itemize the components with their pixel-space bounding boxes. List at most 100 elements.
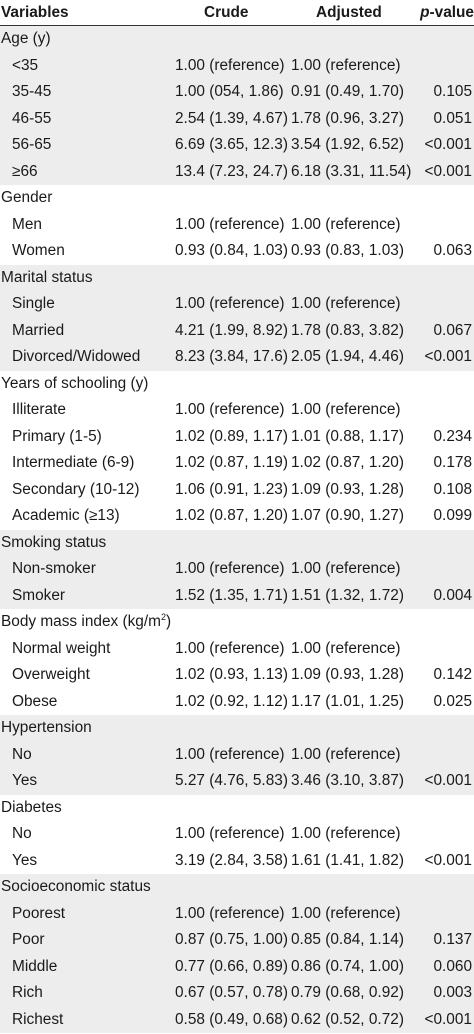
adjusted-value: 0.62 (0.52, 0.72) — [291, 1010, 404, 1028]
table-row: Poorest 1.00 (reference) 1.00 (reference) — [0, 900, 474, 927]
p-value: 0.142 — [433, 666, 472, 683]
row-label: Middle — [12, 957, 58, 975]
p-value: 0.105 — [433, 83, 472, 100]
adjusted-value: 1.00 (reference) — [291, 401, 401, 418]
adjusted-value: 1.09 (0.93, 1.28) — [291, 666, 404, 683]
p-value: 0.051 — [433, 109, 472, 127]
crude-value: 1.00 (reference) — [175, 56, 285, 74]
table-row: Normal weight 1.00 (reference) 1.00 (refer… — [0, 635, 474, 662]
group-title-text: Gender — [1, 189, 53, 206]
crude-value: 0.58 (0.49, 0.68) — [175, 1010, 288, 1028]
adjusted-value: 3.46 (3.10, 3.87) — [291, 772, 404, 789]
table-row: <35 1.00 (reference) 1.00 (reference) — [0, 52, 474, 79]
group-title: Years of schooling (y) — [1, 371, 148, 398]
row-label: Poor — [12, 931, 45, 948]
adjusted-value: 2.05 (1.94, 4.46) — [291, 348, 404, 365]
adjusted-value: 1.00 (reference) — [291, 904, 401, 922]
row-label: No — [12, 825, 32, 842]
crude-value: 1.00 (reference) — [175, 215, 285, 233]
adjusted-value: 1.00 (reference) — [291, 295, 401, 312]
row-label: ≥66 — [12, 162, 38, 180]
group-header-row: Years of schooling (y) — [0, 370, 474, 398]
p-value: 0.178 — [433, 454, 472, 471]
row-label: Men — [12, 215, 42, 233]
table-row: Yes 3.19 (2.84, 3.58) 1.61 (1.41, 1.82) <0.… — [0, 847, 474, 874]
group-title: Smoking status — [1, 530, 106, 557]
adjusted-value: 0.91 (0.49, 1.70) — [291, 83, 404, 100]
row-label: Primary (1-5) — [12, 427, 102, 445]
row-label: Rich — [12, 984, 43, 1001]
row-label: 46-55 — [12, 109, 52, 127]
group-header-row: Socioeconomic status — [0, 874, 474, 901]
adjusted-value: 1.00 (reference) — [291, 745, 401, 763]
crude-value: 0.93 (0.84, 1.03) — [175, 242, 288, 259]
row-label: Illiterate — [12, 401, 66, 418]
crude-value: 13.4 (7.23, 24.7) — [175, 162, 288, 180]
adjusted-value: 1.09 (0.93, 1.28) — [291, 480, 404, 498]
adjusted-value: 1.78 (0.83, 3.82) — [291, 321, 404, 339]
group-header-row: Hypertension — [0, 715, 474, 742]
p-value: 0.137 — [433, 931, 472, 948]
crude-value: 1.00 (reference) — [175, 639, 285, 657]
group-header-row: Gender — [0, 185, 474, 212]
adjusted-value: 1.00 (reference) — [291, 56, 401, 74]
group-title-end: ) — [165, 613, 172, 630]
row-label: Academic (≥13) — [12, 507, 120, 524]
crude-value: 0.77 (0.66, 0.89) — [175, 957, 288, 975]
group-title-text: Socioeconomic status — [1, 878, 151, 895]
group-title: Gender — [1, 185, 52, 212]
p-value: <0.001 — [424, 348, 472, 365]
crude-value: 2.54 (1.39, 4.67) — [175, 109, 288, 127]
p-value: <0.001 — [424, 1010, 472, 1028]
table-row: Poor 0.87 (0.75, 1.00) 0.85 (0.84, 1.14) 0.… — [0, 927, 474, 954]
header-variables: Variables — [1, 4, 69, 21]
crude-value: 1.02 (0.87, 1.20) — [175, 507, 288, 524]
adjusted-value: 1.51 (1.32, 1.72) — [291, 586, 404, 604]
group-title: Marital status — [1, 265, 93, 292]
row-label: Intermediate (6-9) — [12, 454, 135, 471]
crude-value: 5.27 (4.76, 5.83) — [175, 772, 288, 789]
adjusted-value: 1.00 (reference) — [291, 639, 401, 657]
adjusted-value: 1.00 (reference) — [291, 215, 401, 233]
adjusted-value: 0.93 (0.83, 1.03) — [291, 242, 404, 259]
group-header-row: Marital status — [0, 264, 474, 292]
row-label: Poorest — [12, 904, 66, 922]
group-title-superscript: 2 — [160, 611, 166, 622]
group-title-text: Hypertension — [1, 719, 92, 736]
p-value: 0.108 — [433, 480, 472, 498]
row-label: Single — [12, 295, 55, 312]
header-p-italic: p — [420, 4, 430, 21]
group-title: Socioeconomic status — [1, 874, 151, 901]
p-value: <0.001 — [424, 136, 472, 153]
table-row: Non-smoker 1.00 (reference) 1.00 (referenc… — [0, 556, 474, 583]
p-value: <0.001 — [424, 772, 472, 789]
adjusted-value: 1.78 (0.96, 3.27) — [291, 109, 404, 127]
crude-value: 6.69 (3.65, 12.3) — [175, 136, 288, 153]
adjusted-value: 1.01 (0.88, 1.17) — [291, 427, 404, 445]
group-title-text: Marital status — [1, 268, 93, 286]
group-title: Diabetes — [1, 795, 62, 822]
adjusted-value: 1.00 (reference) — [291, 560, 401, 577]
group-header-row: Age (y) — [0, 26, 474, 53]
table-row: No 1.00 (reference) 1.00 (reference) — [0, 821, 474, 848]
group-header-row: Diabetes — [0, 794, 474, 822]
crude-value: 0.87 (0.75, 1.00) — [175, 931, 288, 948]
crude-value: 1.00 (reference) — [175, 560, 285, 577]
group-header-row: Body mass index (kg/m2) — [0, 609, 474, 636]
p-value: 0.060 — [433, 957, 472, 975]
adjusted-value: 3.54 (1.92, 6.52) — [291, 136, 404, 153]
table-row: Smoker 1.52 (1.35, 1.71) 1.51 (1.32, 1.72)… — [0, 582, 474, 609]
crude-value: 1.00 (reference) — [175, 401, 285, 418]
row-label: Married — [12, 321, 65, 339]
table-row: Middle 0.77 (0.66, 0.89) 0.86 (0.74, 1.00)… — [0, 953, 474, 980]
row-label: Richest — [12, 1010, 64, 1028]
group-title-text: Age (y) — [1, 30, 51, 47]
table-header-row: Variables Crude Adjusted p-value — [0, 0, 474, 26]
adjusted-value: 0.85 (0.84, 1.14) — [291, 931, 404, 948]
crude-value: 1.02 (0.89, 1.17) — [175, 427, 288, 445]
crude-value: 1.02 (0.92, 1.12) — [175, 692, 288, 710]
p-value: 0.099 — [433, 507, 472, 524]
group-title-text: Body mass index (kg/m — [1, 613, 161, 630]
table-row: 56-65 6.69 (3.65, 12.3) 3.54 (1.92, 6.52) <… — [0, 132, 474, 159]
crude-value: 3.19 (2.84, 3.58) — [175, 851, 288, 869]
